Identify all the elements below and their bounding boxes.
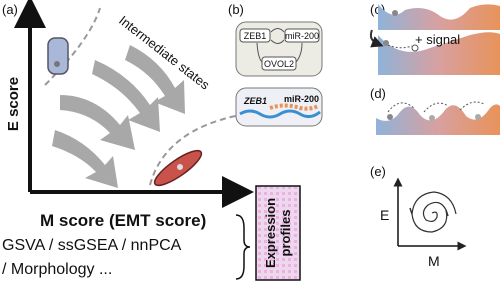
mrna xyxy=(239,109,321,119)
panel-label: (b) xyxy=(228,2,244,17)
panel-a: (a) E score Intermediate states M score … xyxy=(2,0,301,281)
strand-label: ZEB1 xyxy=(243,96,267,106)
panel-c: (c) + signal xyxy=(369,2,500,75)
cell xyxy=(392,10,398,16)
boundary xyxy=(44,7,101,86)
spiral xyxy=(411,191,457,233)
transition-arrows xyxy=(52,45,185,188)
landscape xyxy=(378,4,500,30)
expression-box xyxy=(255,185,301,281)
panel-d: (d) xyxy=(370,86,500,135)
expression-label: Expression xyxy=(263,198,278,268)
nucleus xyxy=(177,164,183,170)
spiral-arrows xyxy=(409,207,449,217)
axis-label: M xyxy=(428,253,440,269)
expression-label: profiles xyxy=(278,210,293,257)
panel-e: (e) E M xyxy=(370,164,467,269)
node xyxy=(261,56,297,71)
node-label: ZEB1 xyxy=(244,31,267,41)
strand-box xyxy=(235,87,323,127)
arrow xyxy=(369,29,384,48)
boundary xyxy=(149,114,241,186)
cell xyxy=(387,114,393,120)
methods: / Morphology ... xyxy=(2,261,112,278)
brace xyxy=(235,214,251,280)
cell xyxy=(475,114,481,120)
edges xyxy=(256,28,303,63)
node-label: miR-200 xyxy=(285,31,319,41)
panel-label: (a) xyxy=(2,2,18,17)
panel-label: (d) xyxy=(370,86,386,101)
panel-b: (b) ZEB1 miR-200 OVOL2 ZEB1 miR-200 xyxy=(228,2,323,127)
axis-label: E xyxy=(380,207,389,223)
node xyxy=(284,28,320,43)
node-label: OVOL2 xyxy=(264,59,294,69)
panel-label: (e) xyxy=(370,164,386,179)
node xyxy=(239,28,271,43)
nucleus xyxy=(54,61,60,67)
methods: GSVA / ssGSEA / nnPCA xyxy=(2,237,182,254)
landscape xyxy=(376,104,500,135)
cell xyxy=(429,115,435,121)
epithelial-cell xyxy=(47,37,69,75)
signal-label: + signal xyxy=(415,32,460,47)
cell xyxy=(383,40,389,46)
cell xyxy=(411,44,419,52)
trajectory xyxy=(387,101,485,113)
trajectory xyxy=(387,44,413,49)
strand-label: miR-200 xyxy=(284,94,319,104)
landscape xyxy=(378,32,500,75)
axis-label: E score xyxy=(5,77,22,131)
axis-label: M score (EMT score) xyxy=(40,211,206,230)
mirna xyxy=(269,103,319,111)
